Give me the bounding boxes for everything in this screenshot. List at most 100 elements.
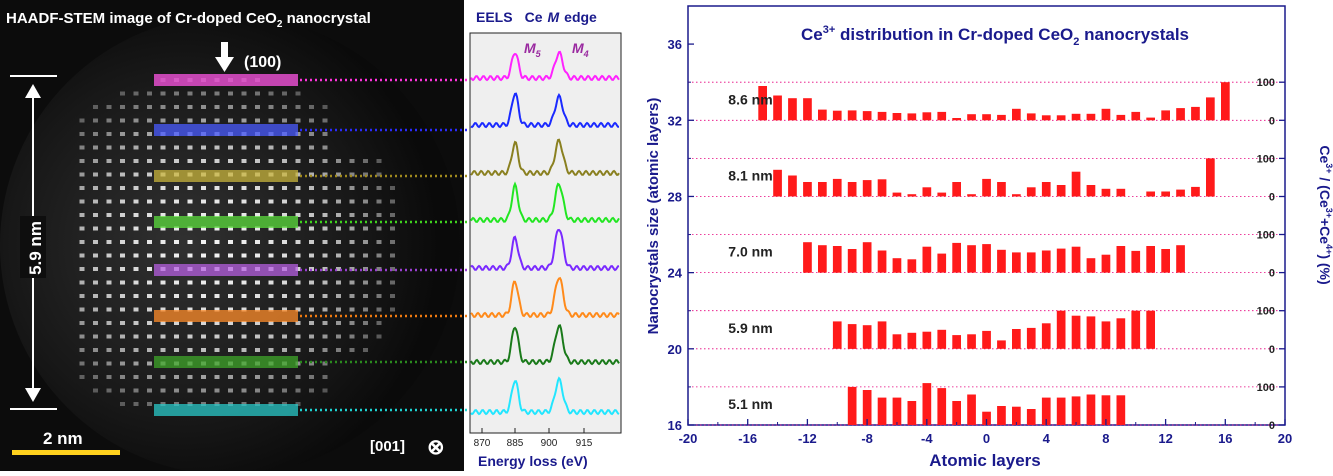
chart-bar — [1041, 115, 1051, 121]
atom-column — [79, 321, 85, 325]
atom-column — [174, 226, 179, 231]
atom-column — [282, 307, 287, 312]
chart-bar — [1026, 113, 1036, 121]
atom-column — [241, 294, 247, 298]
atom-column — [336, 253, 341, 258]
atom-column — [79, 375, 85, 379]
atom-column — [133, 159, 139, 163]
atom-column — [376, 321, 382, 325]
atom-column — [201, 375, 206, 379]
atom-column — [363, 294, 368, 298]
atom-column — [187, 253, 193, 258]
atom-column — [363, 321, 368, 325]
atom-column — [322, 280, 328, 285]
chart-x-tick-label: -12 — [798, 431, 817, 446]
atom-column — [376, 240, 382, 244]
atom-column — [336, 213, 341, 217]
chart-bar — [1056, 397, 1066, 425]
chart-bar — [892, 258, 902, 273]
atom-column — [268, 105, 274, 109]
atom-column — [201, 307, 206, 312]
atom-column — [228, 321, 233, 325]
chart-bar — [877, 111, 887, 121]
chart-bar — [952, 182, 961, 197]
chart-bar — [892, 397, 902, 425]
atom-column — [187, 348, 193, 352]
atom-column — [322, 294, 328, 298]
atom-column — [309, 105, 314, 109]
atom-column — [201, 159, 206, 163]
atom-column — [93, 159, 98, 163]
eels-tick-label: 900 — [541, 438, 558, 449]
atom-column — [133, 132, 139, 136]
atom-column — [295, 307, 301, 312]
atom-column — [295, 348, 301, 352]
chart-bar — [982, 114, 991, 121]
atom-column — [363, 159, 368, 163]
chart-bar — [892, 334, 902, 349]
chart-bar — [1116, 318, 1126, 349]
atom-column — [241, 213, 247, 217]
atom-column — [214, 307, 220, 312]
chart-bar — [1101, 254, 1111, 273]
chart-bar — [937, 253, 947, 273]
atom-column — [106, 172, 112, 177]
atom-column — [322, 240, 328, 244]
atom-column — [201, 334, 206, 339]
atom-column — [160, 240, 166, 244]
atom-column — [187, 334, 193, 339]
atom-column — [160, 186, 166, 190]
atom-column — [187, 159, 193, 163]
atom-column — [120, 334, 125, 339]
atom-column — [106, 186, 112, 190]
atom-column — [309, 361, 314, 366]
atom-column — [255, 199, 260, 204]
atom-column — [376, 186, 382, 190]
atom-column — [336, 172, 341, 177]
atom-column — [295, 388, 301, 393]
atom-column — [174, 199, 179, 204]
chart-series-labels: 8.6 nm 8.1 nm 7.0 nm 5.9 nm 5.1 nm — [728, 91, 772, 412]
atom-column — [282, 199, 287, 204]
chart-bar — [1206, 97, 1215, 121]
atom-column — [268, 294, 274, 298]
atom-column — [295, 240, 301, 244]
atom-column — [93, 213, 98, 217]
atom-column — [201, 199, 206, 204]
atom-column — [282, 186, 287, 190]
atom-column — [214, 145, 220, 150]
atom-column — [322, 199, 328, 204]
atom-column — [133, 118, 139, 123]
chart-bar — [788, 98, 797, 121]
zone-axis-icon: ⊗ — [427, 436, 445, 459]
chart-x-axis-label: Atomic layers — [929, 451, 1041, 470]
atom-column — [106, 348, 112, 352]
atom-column — [376, 280, 382, 285]
atom-column — [133, 91, 139, 96]
atom-column — [120, 307, 125, 312]
chart-bar — [1116, 395, 1126, 425]
atom-column — [255, 213, 260, 217]
chart-bar — [1146, 246, 1155, 273]
layer-highlight — [154, 170, 298, 182]
eels-frame — [469, 32, 622, 434]
chart-bar — [1116, 246, 1126, 273]
atom-column — [187, 105, 193, 109]
chart-bar — [1071, 396, 1081, 425]
atom-column — [201, 105, 206, 109]
atom-column — [106, 307, 112, 312]
chart-bar — [1086, 113, 1096, 121]
chart-bar — [1041, 397, 1051, 425]
atom-column — [309, 388, 314, 393]
chart-bar — [862, 180, 872, 197]
chart-bar — [1101, 188, 1111, 197]
layer-highlights — [154, 74, 298, 416]
atom-column — [133, 348, 139, 352]
atom-column — [255, 375, 260, 379]
atom-column — [241, 375, 247, 379]
atom-column — [106, 118, 112, 123]
chart-bar — [1191, 106, 1200, 121]
atom-column — [390, 307, 395, 312]
chart-y2-tick-label: 100 — [1257, 382, 1275, 394]
